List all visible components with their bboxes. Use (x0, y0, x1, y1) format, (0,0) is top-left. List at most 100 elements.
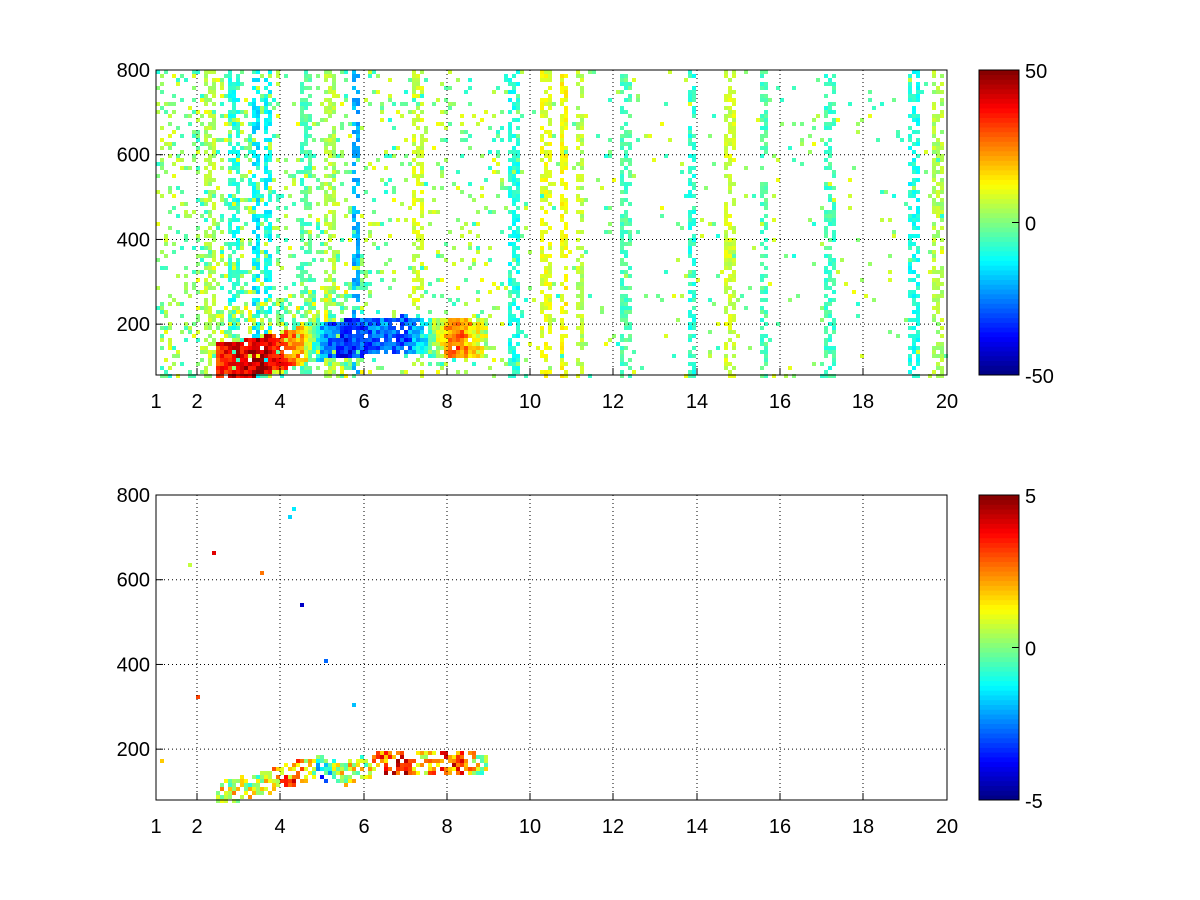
heatmap-cell (856, 302, 860, 306)
heatmap-cell (276, 302, 280, 306)
heatmap-cell (308, 190, 312, 194)
heatmap-cell (908, 242, 912, 246)
heatmap-cell (544, 274, 548, 278)
heatmap-cell (308, 150, 312, 154)
heatmap-cell (448, 338, 452, 342)
heatmap-cell (580, 314, 584, 318)
heatmap-cell (512, 286, 516, 290)
heatmap-cell (252, 214, 256, 218)
heatmap-cell (212, 286, 216, 290)
heatmap-cell (468, 230, 472, 234)
heatmap-cell (340, 238, 344, 242)
heatmap-cell (476, 210, 480, 214)
heatmap-cell (940, 178, 944, 182)
heatmap-cell (908, 370, 912, 374)
heatmap-cell (308, 366, 312, 370)
heatmap-cell (560, 298, 564, 302)
heatmap-cell (912, 278, 916, 282)
heatmap-cell (576, 178, 580, 182)
heatmap-cell (228, 362, 232, 366)
heatmap-cell (760, 338, 764, 342)
heatmap-cell (320, 322, 324, 326)
heatmap-cell (236, 354, 240, 358)
heatmap-cell (828, 350, 832, 354)
heatmap-cell (196, 270, 200, 274)
heatmap-cell (620, 226, 624, 230)
heatmap-cell (160, 334, 164, 338)
heatmap-cell (540, 238, 544, 242)
heatmap-cell (748, 286, 752, 290)
heatmap-cell (348, 134, 352, 138)
heatmap-cell (728, 242, 732, 246)
heatmap-cell (548, 242, 552, 246)
heatmap-cell (404, 342, 408, 346)
colorbar-swatch (979, 590, 1019, 596)
heatmap-cell (424, 126, 428, 130)
heatmap-cell (936, 286, 940, 290)
heatmap-cell (940, 154, 944, 158)
heatmap-cell (760, 242, 764, 246)
heatmap-cell (280, 338, 284, 342)
heatmap-cell (580, 330, 584, 334)
heatmap-cell (516, 134, 520, 138)
heatmap-cell (196, 118, 200, 122)
heatmap-cell (352, 206, 356, 210)
heatmap-cell (344, 358, 348, 362)
heatmap-cell (372, 759, 376, 763)
heatmap-cell (548, 226, 552, 230)
heatmap-cell (264, 286, 268, 290)
heatmap-cell (268, 366, 272, 370)
heatmap-cell (360, 278, 364, 282)
heatmap-cell (276, 234, 280, 238)
heatmap-cell (388, 318, 392, 322)
heatmap-cell (912, 182, 916, 186)
heatmap-cell (260, 178, 264, 182)
heatmap-cell (388, 98, 392, 102)
heatmap-cell (448, 106, 452, 110)
heatmap-cell (736, 298, 740, 302)
heatmap-cell (540, 102, 544, 106)
heatmap-cell (368, 270, 372, 274)
colorbar-tick-label: 5 (1025, 486, 1036, 508)
heatmap-cell (248, 198, 252, 202)
heatmap-cell (336, 294, 340, 298)
heatmap-cell (412, 174, 416, 178)
heatmap-cell (344, 198, 348, 202)
colorbar-swatch (979, 265, 1019, 271)
heatmap-cell (412, 90, 416, 94)
heatmap-cell (500, 282, 504, 286)
heatmap-cell (372, 90, 376, 94)
heatmap-cell (348, 318, 352, 322)
heatmap-cell (224, 94, 228, 98)
heatmap-cell (580, 162, 584, 166)
heatmap-cell (764, 346, 768, 350)
heatmap-cell (908, 234, 912, 238)
heatmap-cell (244, 282, 248, 286)
heatmap-cell (276, 70, 280, 74)
heatmap-cell (916, 234, 920, 238)
heatmap-cell (324, 290, 328, 294)
heatmap-cell (240, 70, 244, 74)
heatmap-cell (548, 370, 552, 374)
heatmap-cell (828, 186, 832, 190)
heatmap-cell (188, 214, 192, 218)
heatmap-cell (300, 122, 304, 126)
heatmap-cell (228, 326, 232, 330)
heatmap-cell (304, 186, 308, 190)
heatmap-cell (624, 166, 628, 170)
heatmap-cell (692, 326, 696, 330)
heatmap-cell (940, 190, 944, 194)
heatmap-cell (524, 226, 528, 230)
heatmap-cell (412, 771, 416, 775)
heatmap-cell (888, 270, 892, 274)
heatmap-cell (764, 110, 768, 114)
heatmap-cell (408, 350, 412, 354)
heatmap-cell (916, 302, 920, 306)
heatmap-cell (432, 326, 436, 330)
heatmap-cell (392, 126, 396, 130)
heatmap-cell (376, 755, 380, 759)
heatmap-cell (292, 346, 296, 350)
heatmap-cell (184, 290, 188, 294)
x-tick-label: 12 (602, 816, 624, 838)
heatmap-cell (304, 354, 308, 358)
